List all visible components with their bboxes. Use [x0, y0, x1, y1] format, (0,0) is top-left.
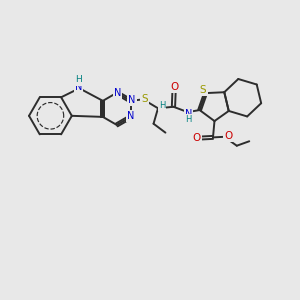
Text: S: S	[141, 94, 148, 104]
Text: N: N	[128, 95, 136, 105]
Text: H: H	[75, 76, 82, 85]
Text: N: N	[114, 88, 121, 98]
Text: H: H	[159, 101, 165, 110]
Text: N: N	[127, 111, 134, 121]
Text: S: S	[200, 85, 206, 94]
Text: O: O	[170, 82, 178, 92]
Text: O: O	[193, 133, 201, 143]
Text: O: O	[224, 131, 232, 141]
Text: N: N	[184, 109, 192, 118]
Text: N: N	[75, 82, 82, 92]
Text: H: H	[185, 115, 191, 124]
